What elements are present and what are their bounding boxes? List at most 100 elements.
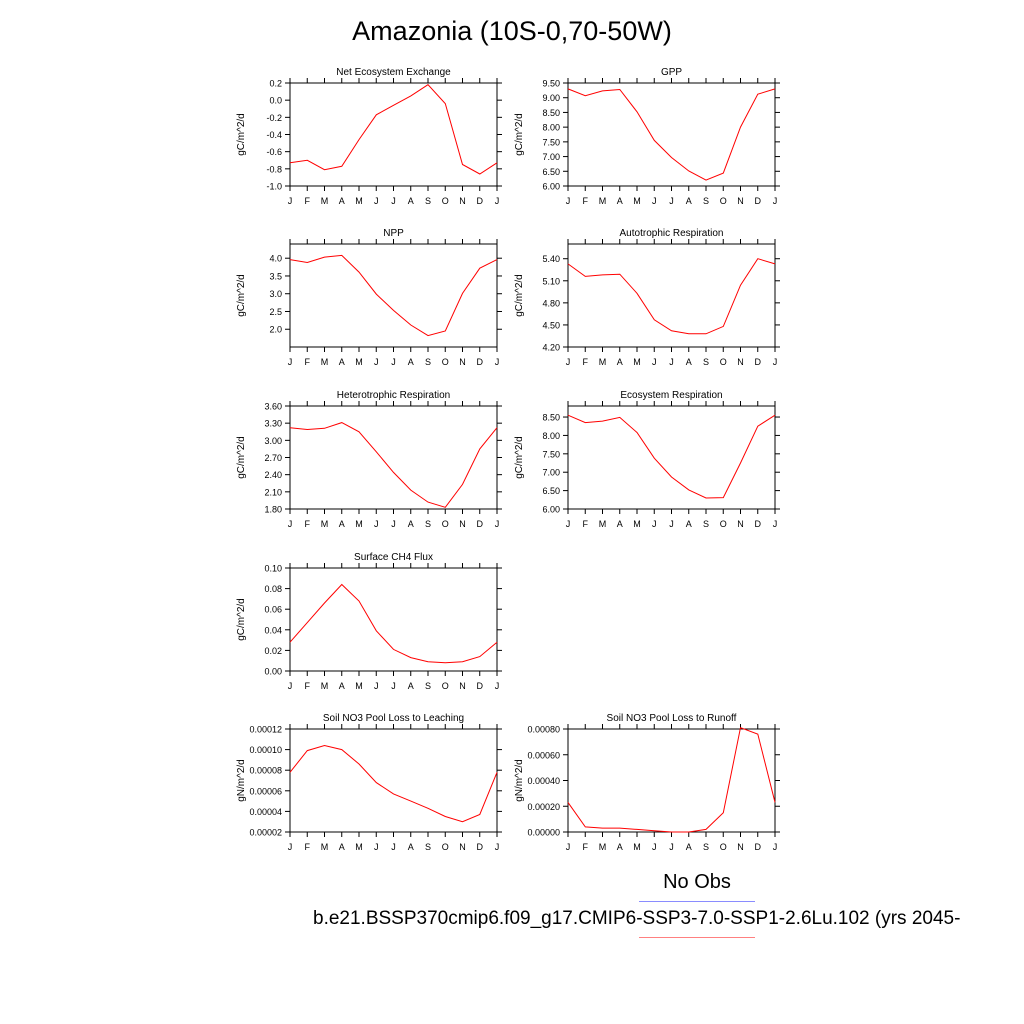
x-tick-label: A [339, 681, 345, 691]
x-tick-label: A [408, 681, 414, 691]
x-tick-label: M [599, 519, 607, 529]
x-tick-label: J [391, 681, 396, 691]
y-tick-label: 8.50 [542, 108, 560, 118]
panel-title: Autotrophic Respiration [620, 228, 724, 239]
series-line [567, 258, 776, 335]
figure-title: Amazonia (10S-0,70-50W) [352, 16, 672, 46]
x-tick-label: J [495, 196, 500, 206]
y-axis-label: gC/m^2/d [236, 598, 247, 641]
y-tick-label: 6.00 [542, 505, 560, 515]
y-tick-label: 2.40 [264, 470, 282, 480]
x-tick-label: J [773, 519, 778, 529]
y-tick-label: 4.80 [542, 298, 560, 308]
x-tick-label: J [288, 681, 293, 691]
x-tick-label: S [425, 519, 431, 529]
x-tick-label: J [495, 357, 500, 367]
plot-frame [289, 405, 498, 510]
panel-title: Net Ecosystem Exchange [336, 67, 451, 78]
x-tick-label: J [288, 519, 293, 529]
panel-title: Heterotrophic Respiration [337, 390, 450, 401]
x-tick-label: M [355, 357, 363, 367]
y-tick-label: 0.2 [269, 79, 282, 89]
x-tick-label: D [755, 196, 762, 206]
x-tick-label: F [305, 681, 311, 691]
x-tick-label: M [633, 842, 641, 852]
x-tick-label: J [374, 196, 379, 206]
plot-frame [567, 243, 776, 348]
x-tick-label: S [425, 842, 431, 852]
y-tick-label: 0.02 [264, 646, 282, 656]
y-tick-label: 3.5 [269, 271, 282, 281]
y-tick-label: 0.08 [264, 584, 282, 594]
x-tick-label: F [583, 196, 589, 206]
x-tick-label: O [720, 196, 727, 206]
x-tick-label: M [321, 681, 329, 691]
x-tick-label: O [720, 519, 727, 529]
x-tick-label: N [737, 357, 744, 367]
panel-title: NPP [383, 228, 404, 239]
y-tick-label: 2.10 [264, 487, 282, 497]
x-tick-label: O [442, 519, 449, 529]
panel-8: Soil NO3 Pool Loss to Leaching gN/m^2/d J F… [236, 713, 502, 852]
x-tick-label: J [495, 681, 500, 691]
x-tick-label: O [442, 357, 449, 367]
x-tick-label: O [442, 196, 449, 206]
y-tick-label: 7.00 [542, 152, 560, 162]
y-tick-label: 0.00004 [249, 807, 282, 817]
x-tick-label: O [720, 842, 727, 852]
x-tick-label: J [566, 842, 571, 852]
x-tick-label: A [686, 196, 692, 206]
series-line [567, 414, 776, 499]
series-line [289, 744, 498, 823]
x-tick-label: A [339, 357, 345, 367]
y-tick-label: 1.80 [264, 505, 282, 515]
x-tick-label: J [288, 842, 293, 852]
plot-frame [289, 567, 498, 672]
y-tick-label: 8.50 [542, 413, 560, 423]
x-tick-label: S [703, 357, 709, 367]
x-tick-label: S [425, 681, 431, 691]
x-tick-label: J [773, 842, 778, 852]
y-tick-label: 9.50 [542, 79, 560, 89]
y-axis-label: gC/m^2/d [236, 436, 247, 479]
y-tick-label: 2.5 [269, 307, 282, 317]
y-tick-label: 6.50 [542, 167, 560, 177]
x-tick-label: J [374, 357, 379, 367]
y-tick-label: 3.0 [269, 289, 282, 299]
x-tick-label: D [477, 196, 484, 206]
x-tick-label: D [477, 842, 484, 852]
y-tick-label: -0.6 [266, 147, 282, 157]
x-tick-label: S [703, 519, 709, 529]
y-axis-label: gC/m^2/d [514, 113, 525, 156]
y-tick-label: 0.06 [264, 605, 282, 615]
y-tick-label: 3.00 [264, 436, 282, 446]
y-tick-label: 4.20 [542, 343, 560, 353]
x-tick-label: J [391, 357, 396, 367]
y-tick-label: 8.00 [542, 123, 560, 133]
y-tick-label: 0.00000 [527, 828, 560, 838]
y-tick-label: 7.50 [542, 449, 560, 459]
y-axis-label: gC/m^2/d [514, 436, 525, 479]
x-tick-label: F [305, 357, 311, 367]
x-tick-label: J [669, 519, 674, 529]
x-tick-label: D [477, 357, 484, 367]
legend-case-label: b.e21.BSSP370cmip6.f09_g17.CMIP6-SSP3-7.… [313, 908, 961, 929]
x-tick-label: N [459, 196, 466, 206]
x-tick-label: O [442, 842, 449, 852]
x-tick-label: A [617, 196, 623, 206]
y-tick-label: 0.0 [269, 96, 282, 106]
y-tick-label: 0.00006 [249, 786, 282, 796]
x-tick-label: N [737, 842, 744, 852]
legend-obs-label: No Obs [663, 871, 731, 893]
y-tick-label: 0.00060 [527, 750, 560, 760]
x-tick-label: A [339, 196, 345, 206]
x-tick-label: S [703, 842, 709, 852]
x-tick-label: N [459, 681, 466, 691]
plot-frame [289, 728, 498, 833]
x-tick-label: J [288, 196, 293, 206]
y-tick-label: 7.50 [542, 137, 560, 147]
